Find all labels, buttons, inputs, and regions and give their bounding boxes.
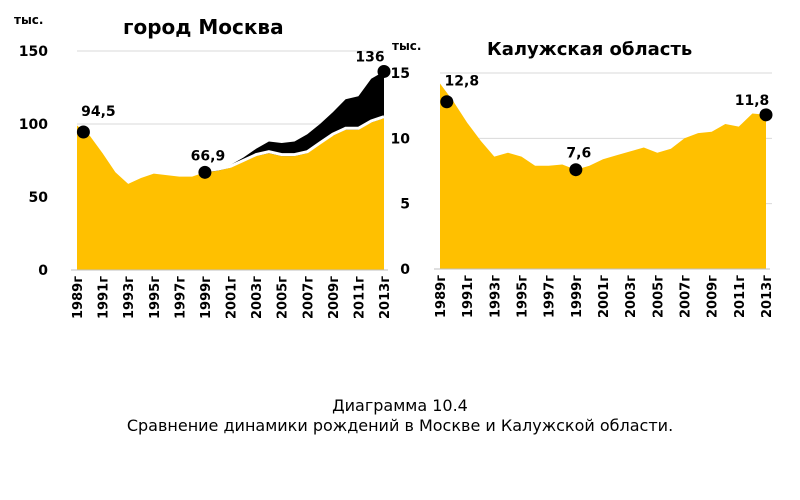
x-tick-label: 1993г (122, 276, 137, 319)
area-series-main (77, 118, 384, 270)
x-tick-label: 1995г (516, 275, 531, 318)
x-tick-label: 1993г (488, 275, 503, 318)
y-tick-label: 50 (29, 190, 49, 206)
x-tick-label: 2007г (679, 275, 694, 318)
x-tick-label: 2003г (624, 275, 639, 318)
area-series-main (440, 83, 766, 269)
data-label: 94,5 (81, 104, 116, 120)
x-tick-label: 2011г (733, 275, 748, 318)
y-tick-label: 5 (400, 197, 410, 213)
y-tick-label: 0 (38, 263, 48, 279)
y-unit-label: тыс. (392, 39, 421, 53)
figure-caption: Диаграмма 10.4 Сравнение динамики рожден… (0, 396, 800, 436)
x-tick-label: 2003г (250, 276, 265, 319)
caption-line-1: Диаграмма 10.4 (332, 396, 468, 415)
data-point-marker (198, 165, 212, 179)
y-tick-label: 15 (391, 66, 410, 82)
x-tick-label: 2005г (276, 276, 291, 319)
data-point-marker (569, 163, 583, 177)
x-tick-label: 1999г (570, 275, 585, 318)
data-label: 12,8 (445, 74, 480, 90)
y-tick-label: 10 (391, 131, 411, 147)
x-tick-label: 1989г (71, 276, 86, 319)
y-tick-label: 100 (19, 117, 48, 133)
x-tick-label: 1991г (97, 276, 112, 319)
data-point-marker (76, 125, 90, 139)
x-tick-label: 1997г (543, 275, 558, 318)
chart-title: Калужская область (487, 39, 692, 60)
x-tick-label: 2001г (597, 275, 612, 318)
x-tick-label: 1989г (434, 275, 449, 318)
data-label: 136 (355, 49, 384, 65)
data-point-marker (759, 108, 773, 122)
y-tick-label: 0 (400, 262, 410, 278)
chart-title: город Москва (123, 15, 284, 39)
x-tick-label: 1999г (199, 276, 214, 319)
y-unit-label: тыс. (14, 13, 43, 27)
data-point-marker (440, 95, 454, 109)
x-tick-label: 1997г (173, 276, 188, 319)
y-tick-label: 150 (19, 44, 48, 60)
caption-line-2: Сравнение динамики рождений в Москве и К… (126, 416, 674, 435)
data-label: 11,8 (735, 93, 770, 109)
x-tick-label: 2007г (301, 276, 316, 319)
data-label: 7,6 (566, 146, 591, 162)
x-tick-label: 2013г (378, 276, 393, 319)
area-separator (204, 115, 385, 173)
x-tick-label: 2009г (706, 275, 721, 318)
chart-moscow: город Москва тыс. 0 50 100 150 1989г 1991г 1993г… (14, 13, 393, 319)
data-point-marker (377, 64, 391, 78)
x-tick-label: 2011г (352, 276, 367, 319)
x-tick-label: 2009г (327, 276, 342, 319)
x-tick-label: 2001г (225, 276, 240, 319)
x-tick-label: 1995г (148, 276, 163, 319)
x-tick-label: 2005г (651, 275, 666, 318)
x-tick-label: 2013г (760, 275, 775, 318)
x-tick-label: 1991г (461, 275, 476, 318)
data-label: 66,9 (191, 148, 226, 164)
chart-kaluga: Калужская область тыс. 0 5 10 15 1989г 1991г 199… (391, 39, 775, 318)
